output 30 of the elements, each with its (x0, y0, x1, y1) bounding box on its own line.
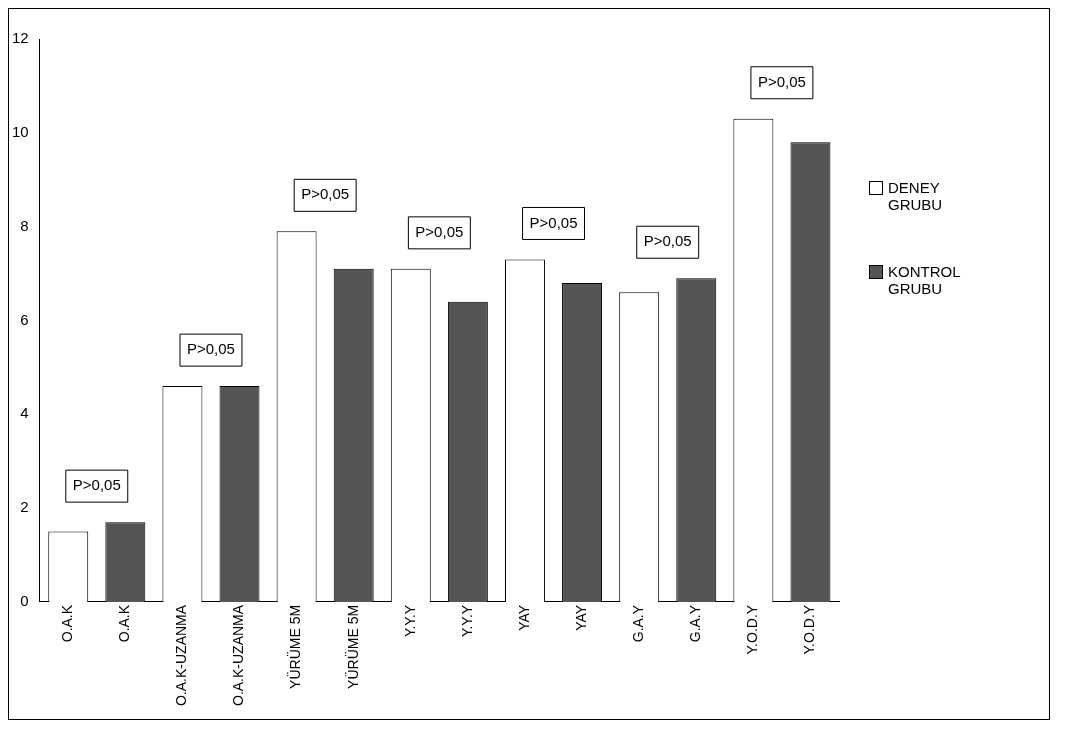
annotation: P>0,05 (643, 232, 692, 250)
y-tick-label: 8 (20, 216, 29, 234)
annotation: P>0,05 (757, 72, 806, 90)
x-tick-label: Y.Y.Y (401, 604, 418, 638)
x-tick-label: O.A.K (59, 604, 76, 643)
x-tick-label: YÜRÜME 5M (286, 604, 304, 689)
y-tick-label: 12 (12, 29, 29, 47)
y-tick-label: 6 (20, 310, 29, 328)
x-tick-label: Y.O.D.Y (744, 604, 761, 655)
annotation: P>0,05 (72, 476, 121, 494)
legend-label: KONTROL GRUBU (888, 263, 961, 297)
text: DENEY GRUBU (888, 179, 944, 213)
y-tick-label: 0 (20, 592, 29, 610)
y-tick-label: 2 (20, 498, 29, 516)
x-tick-label: Y.O.D.Y (801, 604, 818, 655)
annotation: P>0,05 (415, 222, 464, 240)
annotation: P>0,05 (301, 185, 350, 203)
x-tick-label: O.A.K (116, 604, 133, 643)
x-tick-label: YÜRÜME 5M (343, 604, 361, 689)
x-tick-label: Y.Y.Y (458, 604, 475, 638)
y-tick-label: 4 (20, 404, 29, 422)
x-tick-label: YAY (515, 604, 532, 631)
x-tick-label: G.A.Y (687, 604, 704, 643)
x-tick-label: O.A.K-UZANMA (230, 604, 247, 707)
y-tick-label: 10 (12, 122, 29, 140)
annotation: P>0,05 (186, 340, 235, 358)
x-tick-label: O.A.K-UZANMA (173, 604, 190, 707)
annotation: P>0,05 (529, 213, 578, 231)
x-tick-label: YAY (572, 604, 589, 631)
x-tick-label: G.A.Y (630, 604, 647, 643)
